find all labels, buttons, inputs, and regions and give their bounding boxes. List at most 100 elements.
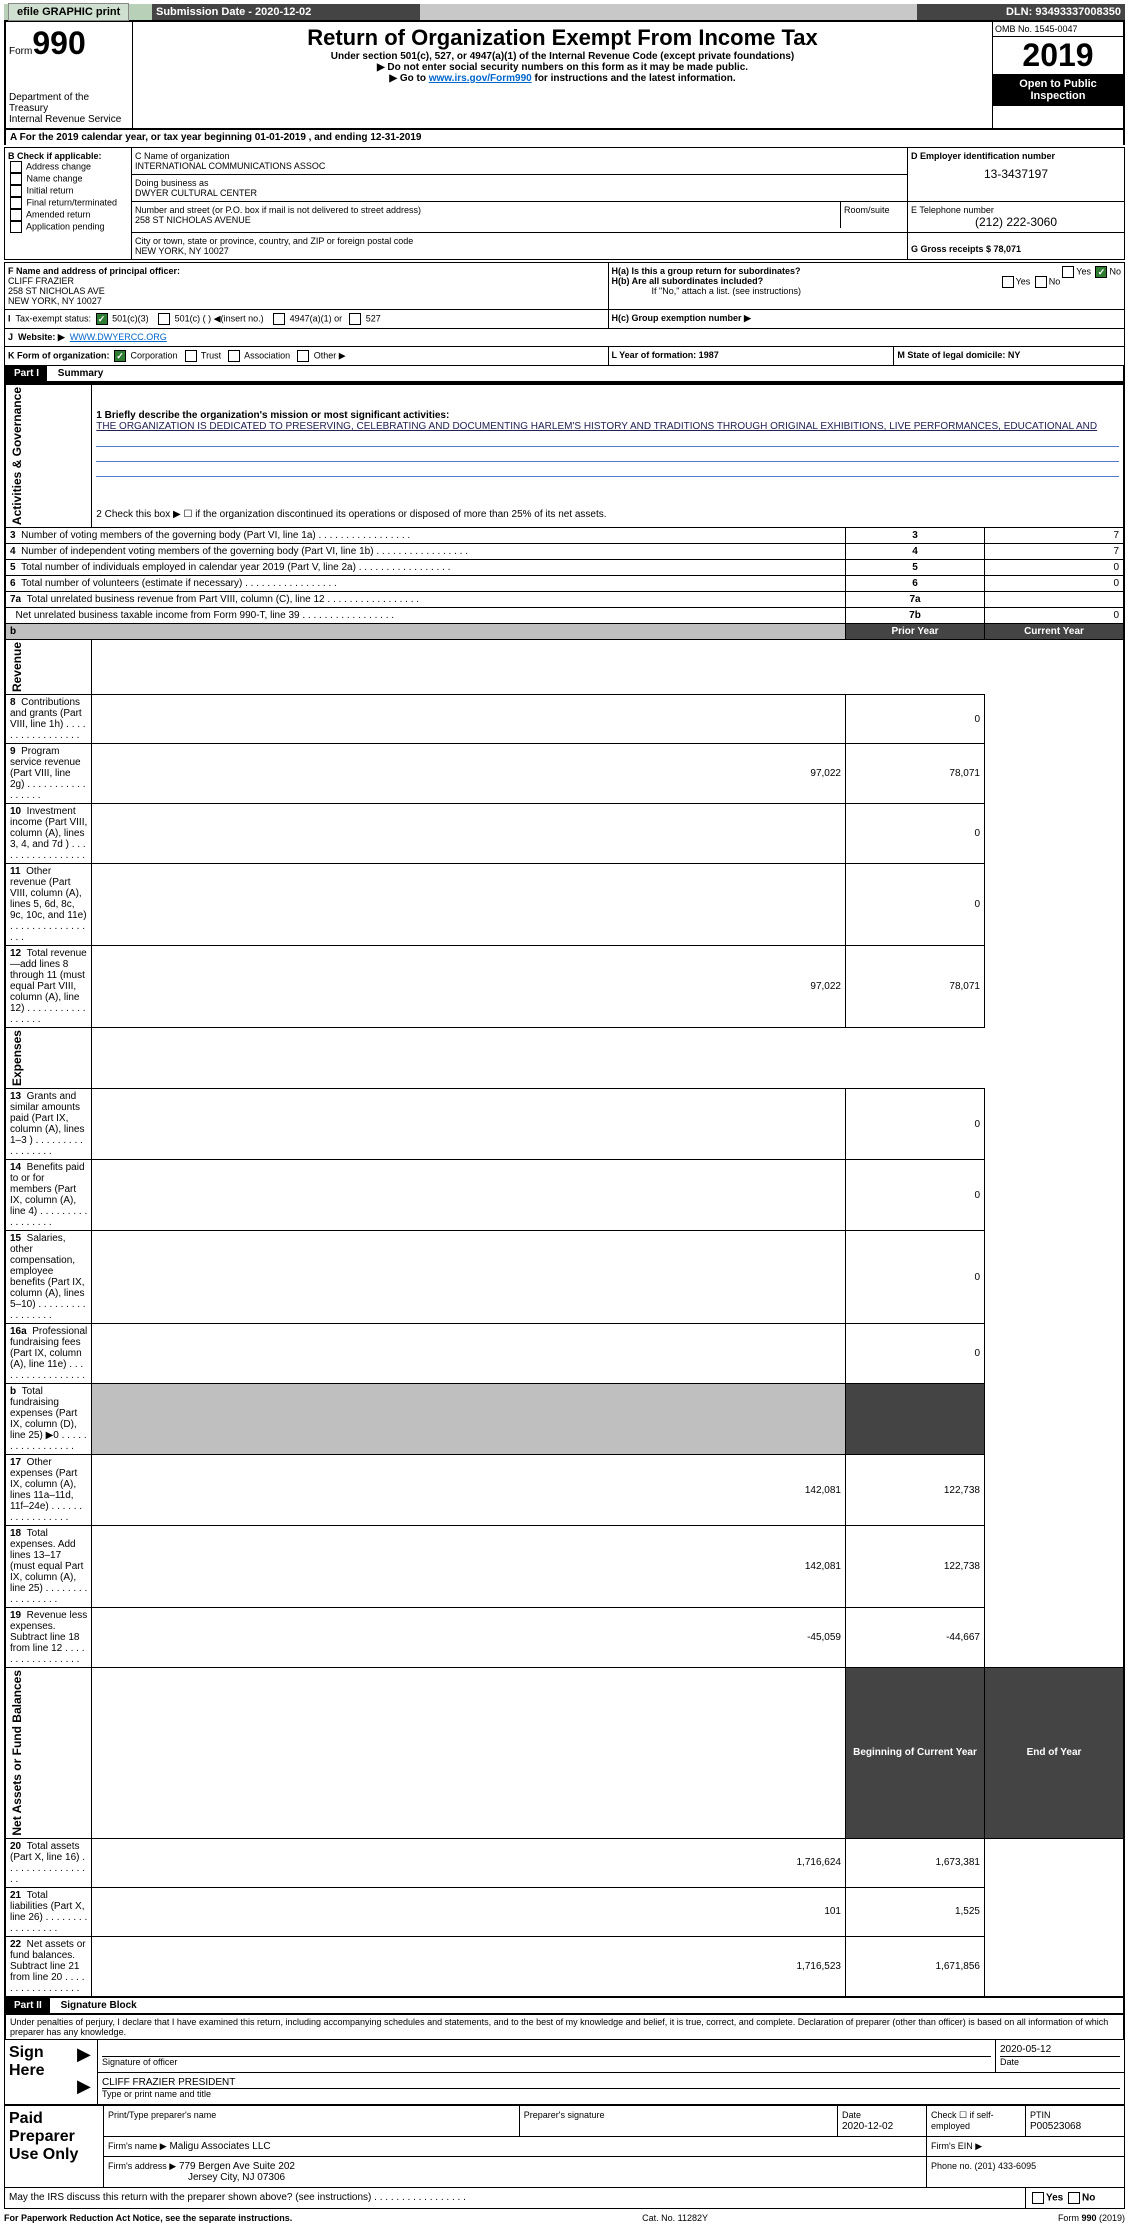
ck-amended[interactable]: Amended return: [8, 209, 128, 221]
may-no[interactable]: [1068, 2192, 1080, 2204]
sig-name: CLIFF FRAZIER PRESIDENT: [102, 2077, 1120, 2089]
ck-corp[interactable]: [114, 350, 126, 362]
form-note2: ▶ Go to www.irs.gov/Form990 for instruct…: [136, 73, 989, 84]
tax-year: 2019: [993, 37, 1123, 74]
phone-value: (212) 222-3060: [911, 215, 1121, 229]
may-yes[interactable]: [1032, 2192, 1044, 2204]
ck-4947[interactable]: [273, 313, 285, 325]
row-label: 20 Total assets (Part X, line 16): [5, 1838, 92, 1887]
submission-date-label: Submission Date - 2020-12-02: [152, 4, 420, 20]
ha-yes-ck[interactable]: [1062, 266, 1074, 278]
paid-preparer: Paid Preparer Use Only: [5, 2105, 104, 2187]
ha-no-ck[interactable]: [1095, 266, 1107, 278]
end-year-hdr: End of Year: [985, 1668, 1125, 1839]
cat-no: Cat. No. 11282Y: [642, 2213, 708, 2223]
ck-other[interactable]: [297, 350, 309, 362]
rows-b-label: b: [10, 626, 16, 637]
efile-print-button[interactable]: efile GRAPHIC print: [8, 3, 129, 21]
ck-501c[interactable]: [158, 313, 170, 325]
sig-officer-label: Signature of officer: [102, 2057, 177, 2067]
officer-addr2: NEW YORK, NY 10027: [8, 296, 605, 306]
ck-name-change[interactable]: Name change: [8, 173, 128, 185]
hb-no-ck[interactable]: [1035, 276, 1047, 288]
row-label: 4 Number of independent voting members o…: [5, 544, 846, 560]
officer-label: F Name and address of principal officer:: [8, 266, 605, 276]
ck-address-change[interactable]: Address change: [8, 161, 128, 173]
prior-year-hdr: Prior Year: [846, 624, 985, 640]
ck-app-pending[interactable]: Application pending: [8, 221, 128, 233]
ck-501c3[interactable]: [96, 313, 108, 325]
irs-link[interactable]: www.irs.gov/Form990: [429, 73, 532, 84]
line-a: A For the 2019 calendar year, or tax yea…: [4, 130, 1125, 145]
tax-exempt-label: Tax-exempt status:: [16, 313, 92, 323]
sig-date: 2020-05-12: [1000, 2044, 1120, 2057]
gross-receipts: G Gross receipts $ 78,071: [911, 244, 1121, 254]
row-label: 5 Total number of individuals employed i…: [5, 560, 846, 576]
row-label: b Total fundraising expenses (Part IX, c…: [5, 1384, 92, 1455]
ha-label: H(a) Is this a group return for subordin…: [612, 266, 801, 276]
open-public-label: Open to Public Inspection: [993, 74, 1123, 106]
row-label: 19 Revenue less expenses. Subtract line …: [5, 1608, 92, 1668]
ein-label: D Employer identification number: [911, 151, 1121, 161]
may-discuss: May the IRS discuss this return with the…: [5, 2187, 1026, 2208]
form-header: Form990 Department of the TreasuryIntern…: [4, 20, 1125, 130]
ck-final-return[interactable]: Final return/terminated: [8, 197, 128, 209]
vhead-gov: Activities & Governance: [10, 387, 24, 525]
omb-label: OMB No. 1545-0047: [993, 22, 1123, 37]
row-label: 8 Contributions and grants (Part VIII, l…: [5, 695, 92, 744]
hb-yes-ck[interactable]: [1002, 276, 1014, 288]
sig-date-label: Date: [1000, 2057, 1019, 2067]
ck-initial-return[interactable]: Initial return: [8, 185, 128, 197]
summary-table: Activities & Governance 1 Briefly descri…: [4, 383, 1125, 1998]
part1-title: Summary: [50, 368, 104, 379]
row-label: 16a Professional fundraising fees (Part …: [5, 1324, 92, 1384]
row-label: 9 Program service revenue (Part VIII, li…: [5, 744, 92, 804]
q1-text: THE ORGANIZATION IS DEDICATED TO PRESERV…: [96, 421, 1119, 432]
row-label: 3 Number of voting members of the govern…: [5, 528, 846, 544]
sign-here: Sign Here: [5, 2039, 74, 2104]
row-label: 11 Other revenue (Part VIII, column (A),…: [5, 864, 92, 946]
dept-label: Department of the TreasuryInternal Reven…: [9, 92, 129, 125]
vhead-exp: Expenses: [10, 1030, 24, 1086]
vhead-rev: Revenue: [10, 642, 24, 692]
form-ref: Form 990 (2019): [1058, 2213, 1125, 2223]
beg-year-hdr: Beginning of Current Year: [846, 1668, 985, 1839]
dba-value: DWYER CULTURAL CENTER: [135, 188, 257, 198]
officer-name: CLIFF FRAZIER: [8, 276, 605, 286]
box-k-label: K Form of organization:: [8, 350, 110, 360]
ck-527[interactable]: [349, 313, 361, 325]
row-label: 7a Total unrelated business revenue from…: [5, 592, 846, 608]
city-label: City or town, state or province, country…: [135, 236, 413, 246]
row-label: 6 Total number of volunteers (estimate i…: [5, 576, 846, 592]
paperwork-notice: For Paperwork Reduction Act Notice, see …: [4, 2213, 292, 2223]
form-title: Return of Organization Exempt From Incom…: [136, 25, 989, 51]
website-label: Website: ▶: [18, 332, 65, 342]
part2-title: Signature Block: [53, 2000, 137, 2011]
dba-label: Doing business as: [135, 178, 209, 188]
row-label: 12 Total revenue—add lines 8 through 11 …: [5, 946, 92, 1028]
hc-label: H(c) Group exemption number ▶: [612, 313, 751, 323]
form-number: 990: [32, 25, 85, 61]
year-formation: L Year of formation: 1987: [612, 350, 719, 360]
row-label: 10 Investment income (Part VIII, column …: [5, 804, 92, 864]
row-label: 17 Other expenses (Part IX, column (A), …: [5, 1455, 92, 1526]
form-prefix: Form: [9, 46, 32, 57]
row-label: Net unrelated business taxable income fr…: [5, 608, 846, 624]
officer-addr1: 258 ST NICHOLAS AVE: [8, 286, 605, 296]
form-subtitle: Under section 501(c), 527, or 4947(a)(1)…: [136, 51, 989, 62]
org-name: INTERNATIONAL COMMUNICATIONS ASSOC: [135, 161, 325, 171]
sig-name-label: Type or print name and title: [102, 2089, 211, 2099]
ein-value: 13-3437197: [911, 167, 1121, 181]
perjury-text: Under penalties of perjury, I declare th…: [4, 2015, 1125, 2039]
ck-assoc[interactable]: [228, 350, 240, 362]
dln-label: DLN: 93493337008350: [917, 4, 1125, 20]
ck-trust[interactable]: [185, 350, 197, 362]
row-label: 22 Net assets or fund balances. Subtract…: [5, 1936, 92, 1997]
row-label: 15 Salaries, other compensation, employe…: [5, 1231, 92, 1324]
footer: For Paperwork Reduction Act Notice, see …: [4, 2213, 1125, 2223]
org-name-label: C Name of organization: [135, 151, 230, 161]
website-link[interactable]: WWW.DWYERCC.ORG: [70, 332, 167, 342]
part1-label: Part I: [6, 366, 47, 381]
row-label: 18 Total expenses. Add lines 13–17 (must…: [5, 1526, 92, 1608]
row-label: 14 Benefits paid to or for members (Part…: [5, 1160, 92, 1231]
